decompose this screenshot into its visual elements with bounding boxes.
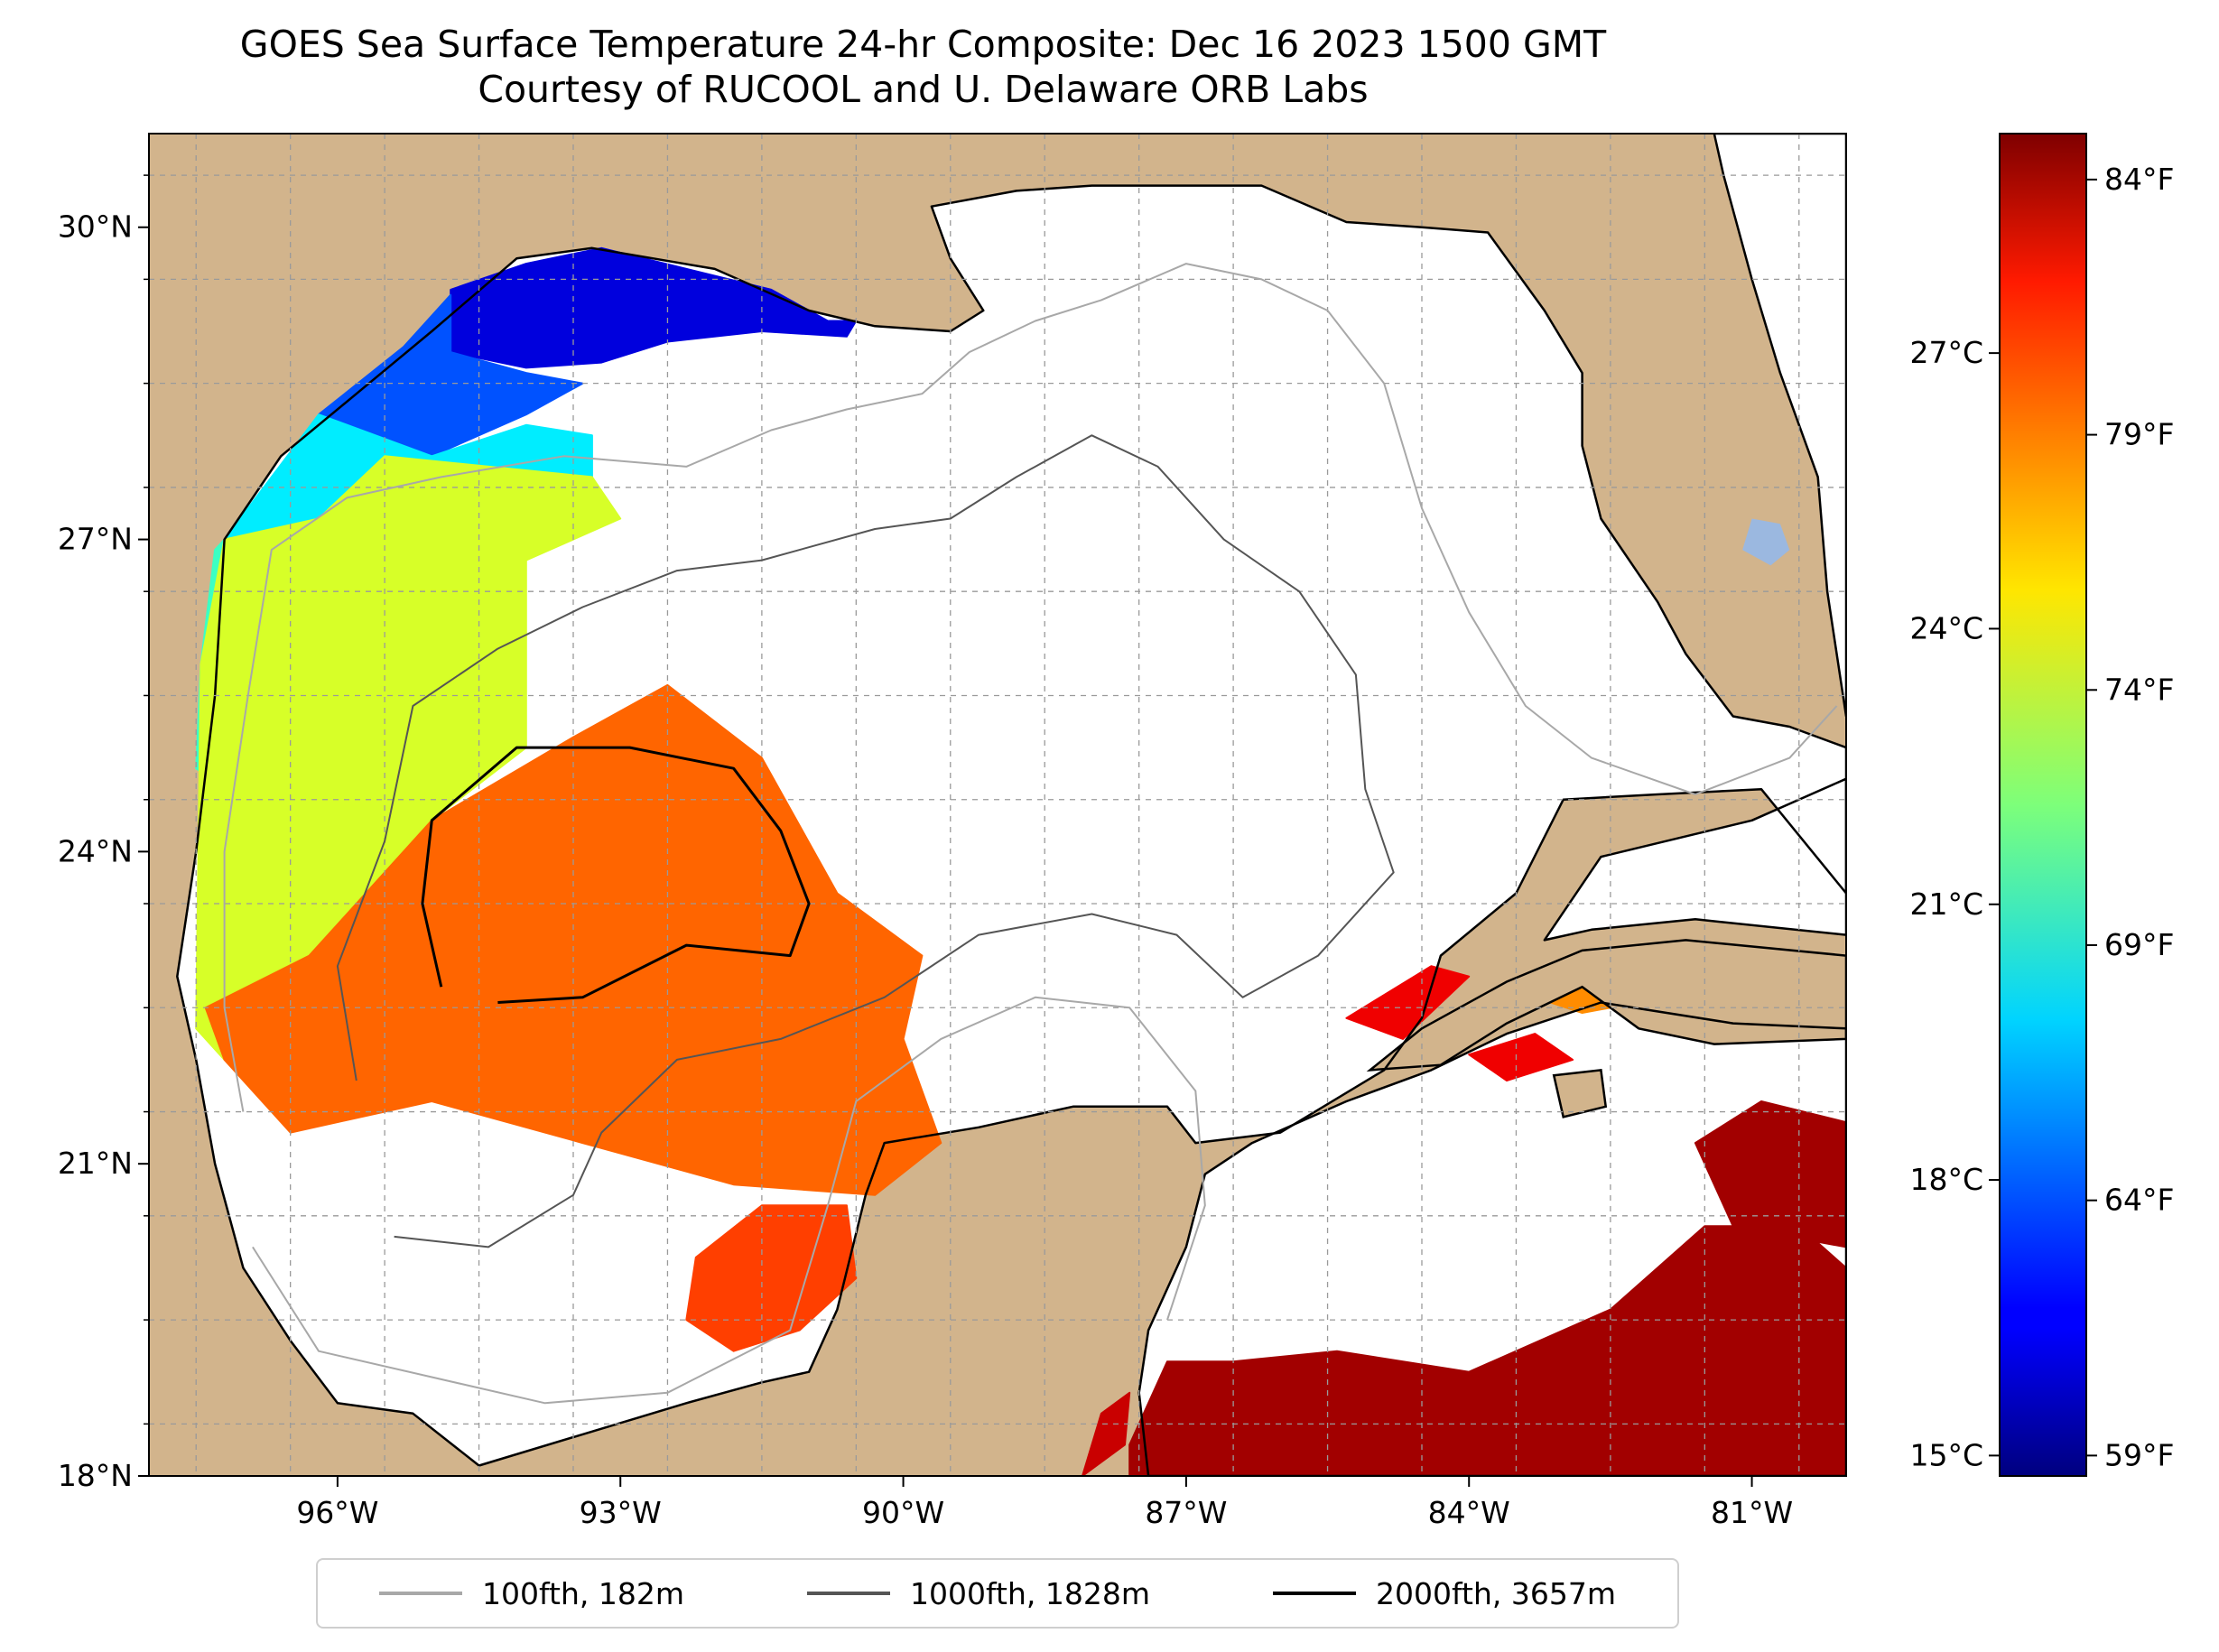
colorbar-gradient <box>1999 133 2087 1477</box>
colorbar-c-label: 18°C <box>1909 1162 1983 1197</box>
legend-item: 100fth, 182m <box>379 1576 684 1611</box>
colorbar: 59°F 64°F 69°F 74°F 79°F 84°F 15°C 18°C 21°C 24°C… <box>1909 133 2174 1477</box>
colorbar-ticks: 59°F 64°F 69°F 74°F 79°F 84°F 15°C 18°C 21°C 24°C… <box>1909 162 2174 1472</box>
lon-tick-label: 93°W <box>580 1495 662 1530</box>
sst-region <box>1082 1391 1131 1476</box>
legend-item: 2000fth, 3657m <box>1272 1575 1616 1611</box>
lon-tick-label: 81°W <box>1711 1495 1793 1530</box>
sst-region <box>1345 965 1471 1040</box>
lat-tick-label: 27°N <box>58 522 133 557</box>
land-cuba <box>1366 939 1846 1072</box>
ocean-florida-straits <box>1544 778 1846 941</box>
sst-region <box>1694 1100 1846 1248</box>
coastline <box>1137 1001 1846 1476</box>
legend-label: 2000fth, 3657m <box>1375 1575 1616 1611</box>
isobath-line <box>252 996 1206 1405</box>
lat-tick-label: 24°N <box>58 833 133 868</box>
isobath-legend: 100fth, 182m 1000fth, 1828m 2000fth, 3657m <box>316 1558 1679 1629</box>
colorbar-f-label: 84°F <box>2104 162 2174 197</box>
isobath-line <box>336 434 1395 1248</box>
legend-label: 100fth, 182m <box>482 1575 684 1611</box>
colorbar-c-label: 15°C <box>1909 1437 1983 1472</box>
lon-tick-label: 96°W <box>296 1495 378 1530</box>
lat-tick-label: 18°N <box>58 1458 133 1493</box>
legend-swatch <box>807 1592 890 1595</box>
colorbar-c-label: 27°C <box>1909 335 1983 370</box>
map-title-block: GOES Sea Surface Temperature 24-hr Compo… <box>0 22 1846 112</box>
coastline <box>176 184 1846 1467</box>
lat-tick-label: 21°N <box>58 1146 133 1181</box>
coastline <box>1713 134 1846 718</box>
legend-swatch <box>1272 1592 1356 1595</box>
lon-tick-label: 87°W <box>1145 1495 1227 1530</box>
lake <box>1742 518 1790 566</box>
gridlines <box>149 134 1846 1476</box>
colorbar-f-label: 64°F <box>2104 1183 2174 1218</box>
map-axes: 18°N 21°N 24°N 27°N 30°N 96°W 93°W 90°W 87°W 84°W… <box>58 174 1793 1530</box>
land-isla-de-la-juventud <box>1552 1069 1608 1118</box>
sst-region <box>1468 1033 1574 1081</box>
lat-tick-label: 30°N <box>58 209 133 245</box>
colorbar-f-label: 79°F <box>2104 417 2174 452</box>
colorbar-f-label: 69°F <box>2104 927 2174 962</box>
colorbar-f-label: 74°F <box>2104 672 2174 707</box>
colorbar-c-label: 21°C <box>1909 886 1983 922</box>
lon-tick-label: 84°W <box>1428 1495 1510 1530</box>
legend-item: 1000fth, 1828m <box>807 1576 1150 1611</box>
land-layer <box>176 134 1846 1476</box>
map-frame <box>148 133 1847 1477</box>
colorbar-f-label: 59°F <box>2104 1437 2174 1472</box>
map-title: GOES Sea Surface Temperature 24-hr Compo… <box>239 23 1607 66</box>
sst-region <box>685 1204 858 1352</box>
legend-label: 1000fth, 1828m <box>910 1575 1150 1611</box>
coastline <box>1543 777 1846 942</box>
lon-tick-label: 90°W <box>862 1495 944 1530</box>
map-area <box>149 134 1846 1476</box>
sst-region <box>1128 1225 1846 1476</box>
ocean-atlantic-east <box>1713 134 1846 717</box>
isobath-line <box>421 746 811 1004</box>
colorbar-c-label: 24°C <box>1909 610 1983 645</box>
isobath-layer <box>223 263 1838 1405</box>
map-subtitle: Courtesy of RUCOOL and U. Delaware ORB L… <box>478 68 1369 111</box>
legend-swatch <box>379 1592 462 1595</box>
isobath-line <box>223 263 1838 1112</box>
